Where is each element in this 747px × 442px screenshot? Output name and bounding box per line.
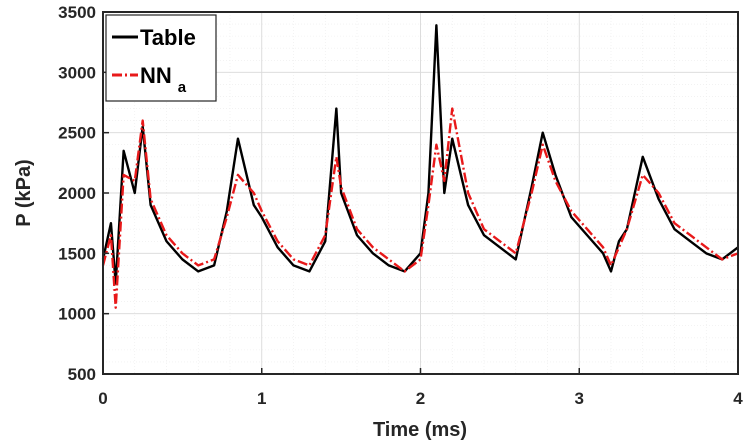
series-layer xyxy=(101,24,739,309)
y-tick-label: 3500 xyxy=(58,3,96,22)
x-tick-label: 3 xyxy=(575,389,584,408)
legend-box xyxy=(105,14,217,102)
x-axis-label: Time (ms) xyxy=(373,419,467,441)
series-line-table xyxy=(101,24,739,285)
y-axis-label: P (kPa) xyxy=(13,159,35,226)
legend-label-table: Table xyxy=(140,25,196,50)
legend-label-nn-subscript: a xyxy=(178,79,187,96)
x-tick-label: 2 xyxy=(416,389,425,408)
x-tick-label: 4 xyxy=(733,389,743,408)
x-tick-label: 0 xyxy=(98,389,107,408)
legend: Table NN a xyxy=(105,14,217,102)
y-tick-label: 2000 xyxy=(58,184,96,203)
x-axis: 0 1 2 3 4 xyxy=(98,368,743,408)
series-line-nn xyxy=(101,107,739,309)
y-tick-label: 500 xyxy=(68,365,96,384)
y-tick-label: 1500 xyxy=(58,244,96,263)
legend-label-nn-main: NN xyxy=(140,63,172,88)
legend-label-nn: NN a xyxy=(140,63,187,96)
y-tick-label: 1000 xyxy=(58,305,96,324)
y-tick-label: 2500 xyxy=(58,124,96,143)
y-axis: 500 1000 1500 2000 2500 3000 3500 xyxy=(58,3,109,384)
y-tick-label: 3000 xyxy=(58,63,96,82)
x-tick-label: 1 xyxy=(257,389,266,408)
